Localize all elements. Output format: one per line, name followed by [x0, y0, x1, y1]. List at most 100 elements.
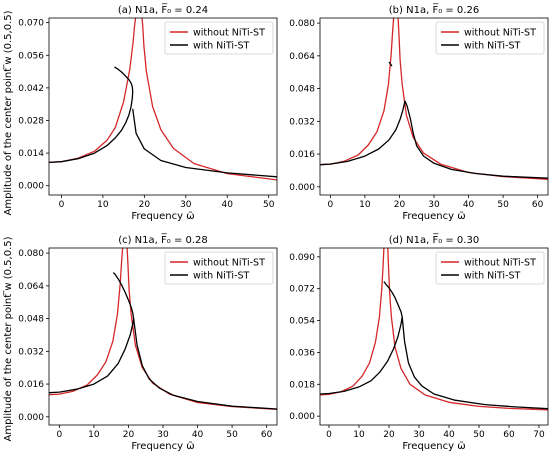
y-tick-label: 0.048	[289, 85, 315, 95]
x-tick-label: 40	[463, 200, 475, 210]
series-group	[49, 248, 277, 411]
x-tick-label: 30	[180, 200, 192, 210]
x-axis-label: Frequency ω̃	[402, 210, 465, 222]
x-tick-label: 10	[353, 430, 365, 440]
x-tick-label: 50	[473, 430, 485, 440]
plot-frame	[48, 17, 278, 196]
legend-box	[435, 251, 545, 285]
x-tick-label: 20	[383, 430, 395, 440]
series-line	[112, 272, 135, 319]
y-tick-label: 0.018	[289, 380, 315, 390]
x-tick-label: 30	[413, 430, 425, 440]
x-tick-label: 30	[157, 430, 169, 440]
legend: without NiTi-ST with NiTi-ST	[164, 21, 274, 55]
y-tick-label: 0.056	[18, 51, 44, 61]
x-tick-label: 40	[443, 430, 455, 440]
panel-1: (a) N1a, F̅₀ = 0.24 0 10 20 30 40 50 0.000 0.014…	[18, 3, 278, 222]
panel-4: (d) N1a, F̅₀ = 0.30 0 10 20 30 40 50 60 70 0.000 0…	[289, 233, 549, 452]
x-tick-label: 50	[497, 200, 509, 210]
series-line	[141, 18, 277, 181]
legend-box	[164, 21, 274, 55]
y-tick-label: 0.000	[18, 182, 44, 192]
series-line	[132, 318, 277, 410]
ylabel-bottom: Amplitude of the center point ̅w (0.5,0.…	[3, 236, 14, 441]
series-line	[320, 18, 395, 166]
y-tick-label: 0.064	[18, 282, 44, 292]
y-tick-label: 0.000	[18, 413, 44, 423]
panel-title: (a) N1a, F̅₀ = 0.24	[118, 3, 208, 16]
y-tick-label: 0.080	[289, 19, 315, 29]
series-line	[49, 18, 137, 164]
series-line	[320, 316, 403, 395]
legend-label-without: without NiTi-ST	[464, 258, 536, 269]
series-line	[401, 316, 548, 410]
panels: (a) N1a, F̅₀ = 0.24 0 10 20 30 40 50 0.000 0.014…	[18, 3, 549, 452]
y-tick-label: 0.016	[18, 380, 44, 390]
panel-title: (c) N1a, F̅₀ = 0.28	[118, 233, 208, 246]
panel-3: (c) N1a, F̅₀ = 0.28 0 10 20 30 40 50 60 0.000 0.0…	[18, 233, 278, 452]
y-tick-label: 0.090	[289, 253, 315, 263]
x-tick-label: 70	[533, 430, 545, 440]
x-tick-label: 10	[359, 200, 371, 210]
panel-2: (b) N1a, F̅₀ = 0.26 0 10 20 30 40 50 60 0.000 0.0…	[289, 3, 549, 222]
x-tick-label: 20	[123, 430, 135, 440]
x-tick-label: 50	[226, 430, 238, 440]
y-tick-label: 0.054	[289, 317, 315, 327]
x-tick-label: 0	[56, 430, 62, 440]
series-group	[320, 248, 548, 411]
legend-label-without: without NiTi-ST	[193, 28, 265, 39]
x-tick-label: 20	[139, 200, 151, 210]
x-tick-label: 40	[222, 200, 234, 210]
series-line	[320, 248, 385, 396]
series-line	[388, 61, 393, 67]
legend-box	[164, 251, 274, 285]
x-tick-label: 10	[97, 200, 109, 210]
y-tick-label: 0.000	[289, 412, 315, 422]
legend-label-with: with NiTi-ST	[193, 271, 250, 282]
series-line	[404, 100, 548, 179]
x-tick-label: 60	[503, 430, 515, 440]
panel-title: (b) N1a, F̅₀ = 0.26	[389, 3, 479, 16]
ylabel-top: Amplitude of the center point ̅w (0.5,0.…	[3, 10, 14, 215]
x-axis-label: Frequency ω̃	[131, 210, 194, 222]
series-line	[383, 281, 403, 318]
series-line	[49, 248, 124, 396]
series-line	[126, 248, 277, 411]
plot-frame	[319, 247, 549, 426]
x-axis-label: Frequency ω̃	[131, 440, 194, 452]
series-line	[320, 100, 406, 166]
y-tick-label: 0.032	[18, 347, 44, 357]
x-tick-label: 60	[261, 430, 273, 440]
legend-label-without: without NiTi-ST	[464, 28, 536, 39]
legend: without NiTi-ST with NiTi-ST	[164, 251, 274, 285]
x-tick-label: 50	[263, 200, 275, 210]
x-tick-label: 60	[532, 200, 544, 210]
y-tick-label: 0.028	[18, 116, 44, 126]
y-tick-label: 0.014	[18, 149, 44, 159]
y-tick-label: 0.016	[289, 150, 315, 160]
legend-box	[435, 21, 545, 55]
x-tick-label: 30	[428, 200, 440, 210]
y-tick-label: 0.048	[18, 315, 44, 325]
x-tick-label: 10	[88, 430, 100, 440]
series-line	[49, 318, 135, 394]
legend-label-with: with NiTi-ST	[464, 271, 521, 282]
y-tick-label: 0.000	[289, 183, 315, 193]
y-tick-label: 0.070	[18, 19, 44, 29]
y-tick-label: 0.036	[289, 348, 315, 358]
series-group	[320, 18, 548, 181]
series-line	[49, 66, 134, 164]
legend-label-with: with NiTi-ST	[464, 41, 521, 52]
x-tick-label: 0	[327, 200, 333, 210]
x-axis-label: Frequency ω̃	[402, 440, 465, 452]
legend: without NiTi-ST with NiTi-ST	[435, 251, 545, 285]
y-tick-label: 0.072	[289, 285, 315, 295]
series-line	[132, 108, 277, 178]
x-tick-label: 0	[326, 430, 332, 440]
panel-title: (d) N1a, F̅₀ = 0.30	[389, 233, 479, 246]
legend-label-with: with NiTi-ST	[193, 41, 250, 52]
series-group	[49, 18, 277, 181]
y-tick-label: 0.064	[289, 52, 315, 62]
legend-label-without: without NiTi-ST	[193, 258, 265, 269]
